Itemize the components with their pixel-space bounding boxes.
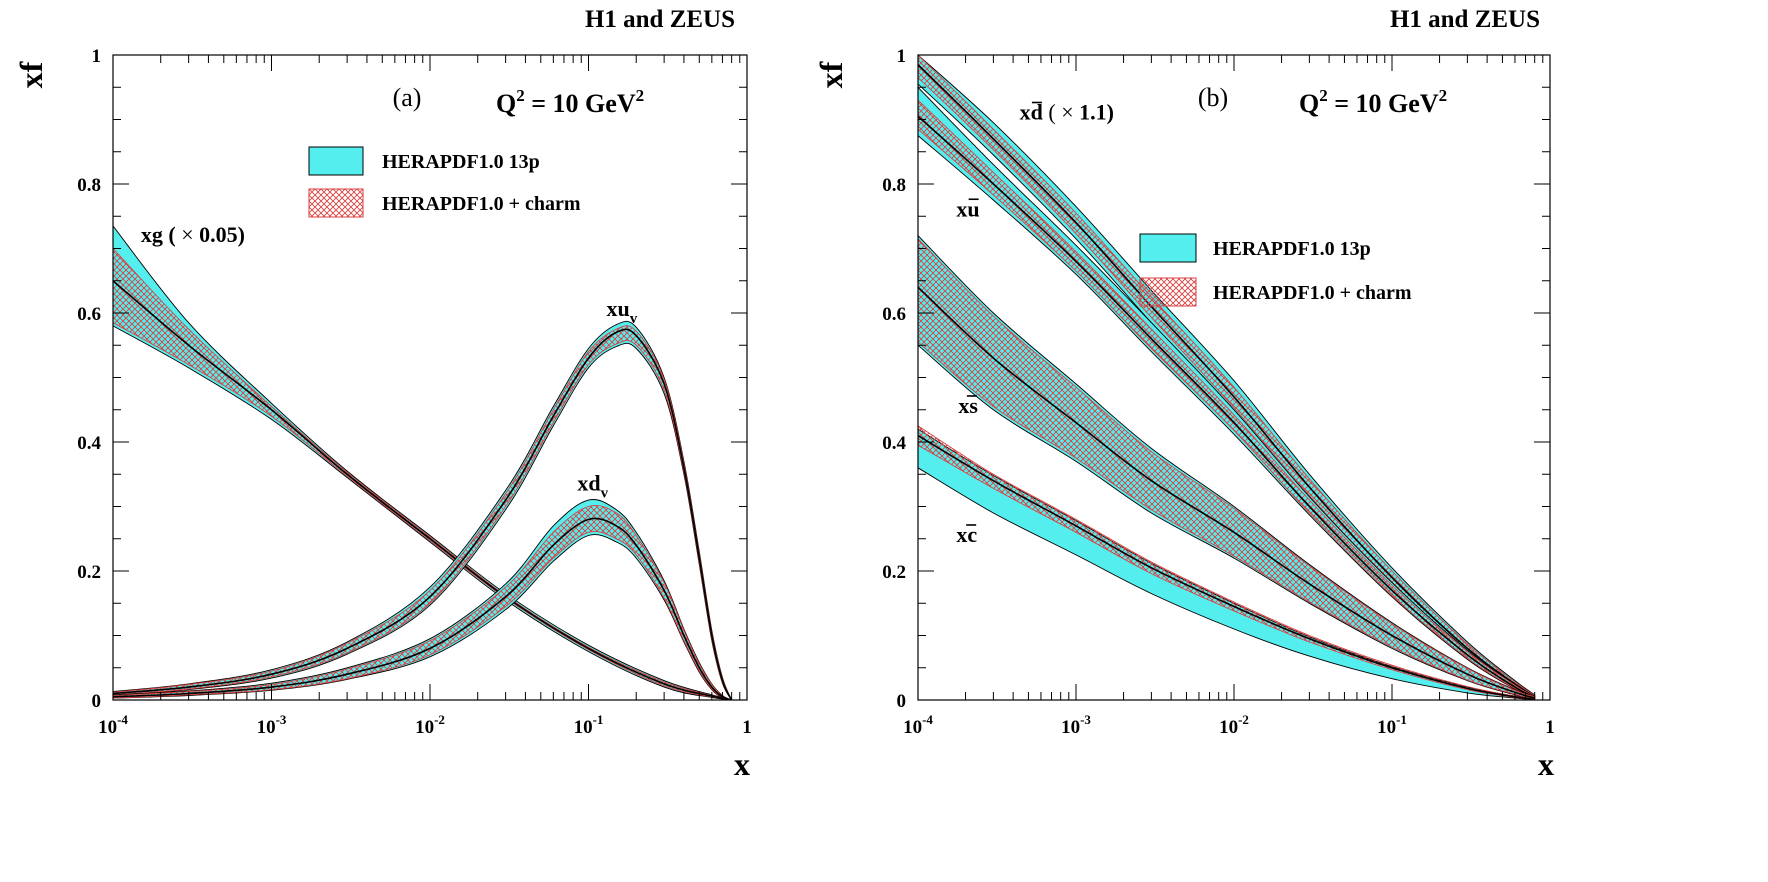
series-annotation: xdv	[577, 470, 608, 501]
panel-label: (a)	[393, 83, 422, 112]
y-tick-label: 0.8	[77, 175, 101, 196]
y-axis-title: xf	[813, 61, 849, 88]
legend-label: HERAPDF1.0 13p	[382, 151, 540, 173]
y-axis-title: xf	[13, 61, 49, 88]
y-axis: 0 0.2 0.4 0.6 0.8 1	[77, 46, 747, 712]
series-annotation: xuv	[607, 296, 638, 327]
series-annotation: xg ( × 0.05)	[141, 222, 245, 247]
legend-label: HERAPDF1.0 + charm	[382, 193, 581, 215]
panel-a: 10-4 10-3 10-2 10-1 1 0 0.2 0.4 0.6 0.8 1 x xf H1 and…	[13, 6, 752, 782]
y-tick-label: 0	[897, 691, 907, 712]
x-tick-label: 10-4	[98, 712, 128, 738]
central-line	[113, 280, 732, 700]
y-tick-label: 1	[897, 46, 907, 67]
band-13p	[113, 225, 732, 700]
x-axis: 10-4 10-3 10-2 10-1 1	[98, 55, 752, 738]
legend-label: HERAPDF1.0 + charm	[1213, 282, 1412, 304]
x-tick-label: 10-2	[415, 712, 445, 738]
legend-label: HERAPDF1.0 13p	[1213, 238, 1371, 260]
central-line	[918, 64, 1536, 698]
legend-swatch-13p	[1139, 233, 1197, 263]
y-tick-label: 0.2	[77, 562, 101, 583]
x-tick-label: 10-3	[257, 712, 287, 738]
y-tick-label: 0.2	[882, 562, 906, 583]
x-tick-label: 1	[742, 717, 752, 738]
band-charm	[113, 247, 732, 700]
series-annotation: xd ( × 1.1)	[1020, 100, 1114, 125]
series-annotation: xu	[956, 196, 979, 221]
legend-swatch-13p	[308, 146, 364, 176]
x-tick-label: 10-1	[574, 712, 604, 738]
y-tick-label: 0.4	[77, 433, 101, 454]
x-tick-label: 10-1	[1377, 712, 1407, 738]
y-tick-label: 0.6	[77, 304, 101, 325]
series-annotation: xs	[958, 393, 978, 418]
panel-b: 10-4 10-3 10-2 10-1 1 0 0.2 0.4 0.6 0.8 1 x xf H1 and…	[813, 6, 1555, 782]
y-tick-label: 0	[92, 691, 102, 712]
series-0	[113, 225, 732, 700]
y-tick-label: 1	[92, 46, 102, 67]
collaboration-header: H1 and ZEUS	[1390, 6, 1540, 33]
y-axis: 0 0.2 0.4 0.6 0.8 1	[882, 46, 1550, 712]
series-annotation: xc	[956, 522, 977, 547]
x-axis-title: x	[734, 746, 750, 782]
legend: HERAPDF1.0 13p HERAPDF1.0 + charm	[308, 146, 581, 218]
central-line	[918, 434, 1535, 700]
legend: HERAPDF1.0 13p HERAPDF1.0 + charm	[1139, 233, 1412, 307]
x-axis-title: x	[1538, 746, 1554, 782]
panel-label: (b)	[1198, 83, 1228, 112]
q2-label: Q2 = 10 GeV2	[496, 86, 644, 118]
central-line	[113, 328, 733, 700]
y-tick-label: 0.4	[882, 433, 906, 454]
q2-label: Q2 = 10 GeV2	[1299, 86, 1447, 118]
band-13p	[113, 320, 733, 700]
y-tick-label: 0.6	[882, 304, 906, 325]
legend-swatch-charm	[308, 188, 364, 218]
central-line	[918, 115, 1536, 699]
plot-area	[918, 55, 1536, 700]
x-tick-label: 10-4	[903, 712, 933, 738]
band-charm	[918, 425, 1536, 700]
x-tick-label: 1	[1545, 717, 1555, 738]
central-line	[918, 286, 1535, 699]
x-axis: 10-4 10-3 10-2 10-1 1	[903, 55, 1555, 738]
x-tick-label: 10-3	[1061, 712, 1091, 738]
x-tick-label: 10-2	[1219, 712, 1249, 738]
legend-swatch-charm	[1139, 277, 1197, 307]
collaboration-header: H1 and ZEUS	[585, 6, 735, 33]
plot-area	[113, 225, 733, 700]
y-tick-label: 0.8	[882, 175, 906, 196]
central-line	[113, 517, 732, 700]
